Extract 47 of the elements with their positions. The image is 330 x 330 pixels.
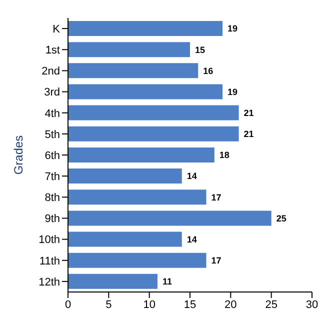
bar [68,63,198,78]
y-tick-label: 12th [38,276,60,288]
bar [68,252,206,268]
y-tick-label: 4th [44,108,60,120]
data-label: 19 [228,24,238,34]
bar [68,126,239,142]
data-label: 15 [195,44,206,55]
x-tick-label: 10 [143,298,156,311]
x-tick-label: 5 [106,298,112,311]
data-label: 14 [186,234,197,244]
data-label: 19 [228,86,238,97]
y-tick-label: 8th [44,192,60,204]
bar [68,190,206,205]
data-label: 21 [244,108,254,118]
y-tick-label: 9th [44,213,60,226]
x-tick-label: 0 [64,298,72,311]
bar [68,147,214,162]
x-tick-label: 25 [265,298,278,311]
bar [68,210,272,226]
y-tick-label: 7th [44,170,60,183]
y-tick-label: 2nd [42,66,60,78]
bar [68,168,182,184]
bar [68,232,182,247]
data-label: 21 [244,129,254,140]
y-tick-label: 11th [39,255,60,268]
bar [68,105,239,120]
data-label: 17 [211,192,222,202]
data-label: 17 [211,256,222,266]
bar [68,21,223,36]
y-tick-label: 10th [38,234,60,246]
bar [68,42,190,58]
y-tick-label: 5th [44,128,60,141]
data-label: 18 [219,150,230,160]
y-tick-label: 6th [44,150,60,162]
x-tick-label: 20 [224,298,237,311]
y-tick-label: 3rd [44,86,60,99]
y-tick-label: 1st [45,44,60,57]
y-tick-label: K [52,23,61,36]
y-axis-title: Grades [11,135,26,175]
data-label: 14 [186,171,197,182]
x-tick-label: 15 [184,298,196,311]
data-label: 25 [276,213,286,224]
x-tick-label: 30 [306,298,318,311]
data-label: 11 [162,276,172,287]
bar [68,274,158,289]
bar [68,84,223,100]
data-label: 16 [203,66,214,76]
